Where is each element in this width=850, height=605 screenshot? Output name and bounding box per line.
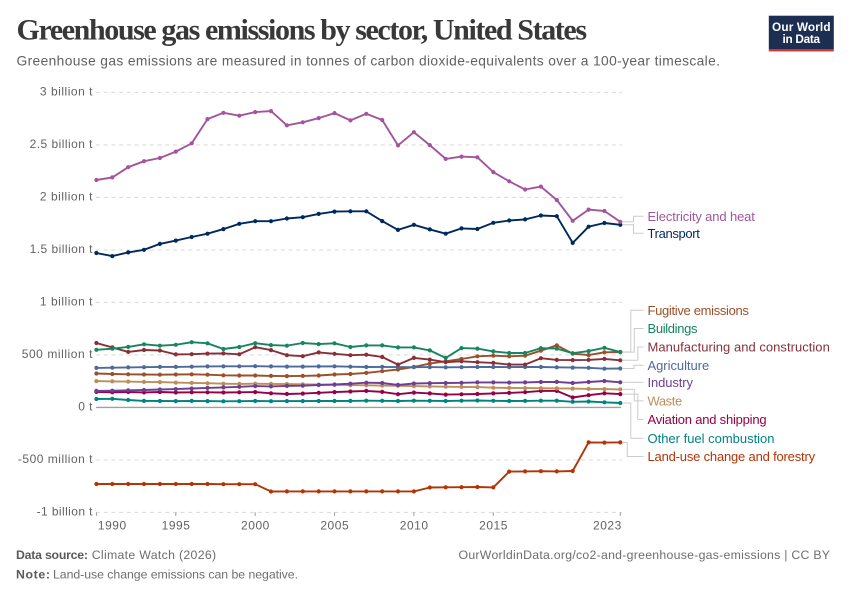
svg-text:2.5 billion t: 2.5 billion t [30, 137, 94, 151]
svg-text:OurWorldinData.org/co2-and-gre: OurWorldinData.org/co2-and-greenhouse-ga… [459, 548, 831, 562]
svg-text:500 million t: 500 million t [22, 347, 93, 361]
svg-text:Industry: Industry [648, 375, 694, 390]
svg-text:Aviation and shipping: Aviation and shipping [648, 412, 767, 427]
svg-text:2 billion t: 2 billion t [40, 190, 93, 204]
svg-text:0 t: 0 t [78, 400, 93, 414]
svg-text:Waste: Waste [648, 394, 683, 409]
svg-text:Agriculture: Agriculture [648, 358, 710, 373]
svg-text:1995: 1995 [162, 519, 191, 533]
svg-text:1 billion t: 1 billion t [40, 295, 93, 309]
svg-text:in Data: in Data [783, 32, 821, 46]
svg-text:Data source:: Data source: [16, 548, 88, 562]
svg-text:-500 million t: -500 million t [18, 452, 93, 466]
svg-text:2000: 2000 [241, 519, 270, 533]
svg-text:Greenhouse gas emissions are m: Greenhouse gas emissions are measured in… [17, 54, 720, 69]
svg-text:2015: 2015 [479, 519, 508, 533]
svg-text:Electricity and heat: Electricity and heat [648, 209, 756, 224]
svg-text:1.5 billion t: 1.5 billion t [30, 242, 94, 256]
svg-text:Climate Watch (2026): Climate Watch (2026) [92, 548, 216, 562]
svg-text:2023: 2023 [593, 519, 622, 533]
svg-text:2005: 2005 [320, 519, 349, 533]
svg-text:Greenhouse gas emissions by se: Greenhouse gas emissions by sector, Unit… [17, 14, 588, 47]
svg-text:Land-use change emissions can: Land-use change emissions can be negativ… [53, 568, 298, 582]
svg-text:Land-use change and forestry: Land-use change and forestry [648, 449, 816, 464]
svg-text:-1 billion t: -1 billion t [37, 505, 94, 519]
svg-text:3 billion t: 3 billion t [40, 85, 93, 99]
svg-text:Our World: Our World [772, 20, 831, 34]
svg-text:Note:: Note: [16, 568, 50, 582]
svg-text:2010: 2010 [400, 519, 429, 533]
svg-text:Manufacturing and construction: Manufacturing and construction [648, 340, 830, 355]
svg-text:Transport: Transport [648, 226, 701, 241]
svg-text:Other fuel combustion: Other fuel combustion [648, 431, 775, 446]
svg-text:1990: 1990 [98, 519, 127, 533]
svg-text:Fugitive emissions: Fugitive emissions [648, 303, 750, 318]
svg-text:Buildings: Buildings [648, 321, 699, 336]
